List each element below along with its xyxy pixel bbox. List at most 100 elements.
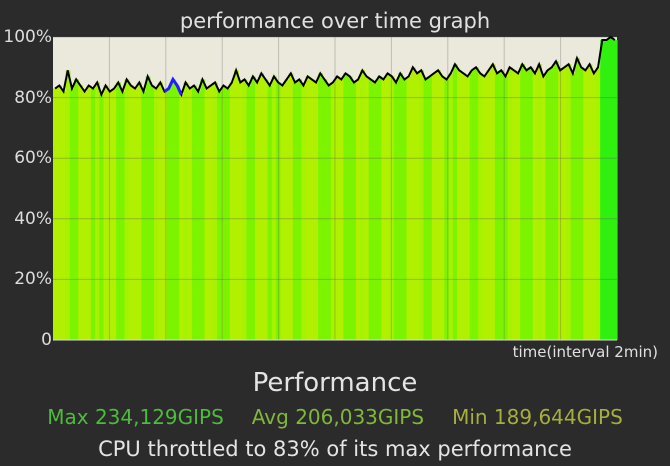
- bar: [175, 85, 180, 340]
- y-tick-label-80: 80%: [14, 87, 52, 108]
- bar: [242, 79, 248, 341]
- bar: [217, 91, 222, 340]
- bar: [440, 76, 446, 340]
- bar: [574, 58, 580, 341]
- chart-plot: [53, 35, 618, 341]
- y-tick-label-40: 40%: [14, 208, 52, 229]
- bar: [111, 88, 117, 340]
- bar: [313, 82, 319, 340]
- bar: [166, 88, 172, 340]
- bar: [280, 85, 286, 340]
- bar: [69, 88, 75, 340]
- bar: [200, 79, 206, 341]
- bar: [74, 79, 79, 341]
- bar: [436, 70, 441, 340]
- grid-lines: [53, 36, 617, 340]
- bar: [263, 79, 269, 341]
- bar: [608, 37, 614, 340]
- bar: [499, 70, 504, 340]
- bar: [587, 64, 593, 341]
- bar: [364, 76, 370, 340]
- bar: [524, 70, 530, 340]
- bar: [347, 76, 353, 340]
- bar: [372, 82, 378, 340]
- bar: [132, 88, 138, 340]
- bar: [196, 91, 201, 340]
- bar: [381, 79, 387, 341]
- bar: [385, 73, 391, 341]
- bar: [284, 79, 290, 341]
- bar: [414, 73, 420, 341]
- y-tick-label-60: 60%: [14, 148, 52, 169]
- bars-group: [53, 37, 618, 341]
- bar: [431, 73, 437, 341]
- bar: [154, 88, 159, 340]
- bar: [339, 79, 345, 341]
- bar: [179, 94, 185, 340]
- bar: [233, 70, 239, 340]
- bar: [423, 79, 429, 341]
- bar: [250, 76, 256, 340]
- bar: [490, 64, 496, 341]
- bar: [297, 79, 302, 341]
- bar: [595, 67, 601, 341]
- bar: [377, 76, 382, 340]
- bar: [537, 64, 542, 341]
- bar: [360, 70, 366, 340]
- bar: [99, 94, 105, 340]
- bar: [128, 85, 134, 340]
- bar: [469, 70, 475, 340]
- bar: [515, 73, 521, 341]
- bar: [406, 76, 412, 340]
- bar: [95, 82, 100, 340]
- bar: [558, 70, 563, 340]
- bar: [57, 85, 63, 340]
- bar: [494, 73, 500, 341]
- bar: [309, 79, 315, 341]
- bar: [276, 82, 281, 340]
- bar: [503, 76, 509, 340]
- bar: [267, 85, 273, 340]
- bar: [402, 79, 408, 341]
- bar: [579, 67, 584, 341]
- bar: [82, 91, 88, 340]
- bar: [562, 67, 568, 341]
- bar: [356, 79, 361, 341]
- bar: [204, 88, 210, 340]
- bar: [158, 82, 164, 340]
- bar: [465, 76, 471, 340]
- bar: [86, 85, 92, 340]
- bar: [427, 76, 433, 340]
- bar: [566, 64, 572, 341]
- bar: [90, 88, 96, 340]
- bar: [612, 40, 618, 340]
- bar: [591, 73, 597, 341]
- bar: [318, 73, 323, 341]
- stats-row: Max 234,129GIPS Avg 206,033GIPS Min 189,…: [0, 405, 670, 429]
- bar: [541, 76, 547, 340]
- bar: [393, 82, 399, 340]
- bar: [221, 85, 227, 340]
- line-marker: [163, 76, 183, 96]
- bar: [553, 61, 559, 341]
- bar: [187, 88, 193, 340]
- avg-stat: Avg 206,033GIPS: [251, 405, 425, 429]
- bar: [183, 82, 189, 340]
- bar: [255, 82, 260, 340]
- bar: [259, 73, 265, 341]
- y-tick-label-20: 20%: [14, 269, 52, 290]
- bar: [292, 82, 298, 340]
- bar: [448, 73, 454, 341]
- y-tick-label-0: 0: [41, 330, 52, 350]
- bar: [545, 70, 551, 340]
- bar: [141, 91, 147, 340]
- bar: [528, 67, 534, 341]
- bar: [486, 70, 492, 340]
- bar: [238, 82, 243, 340]
- bar: [520, 64, 525, 341]
- bar: [208, 85, 214, 340]
- bar: [78, 85, 84, 340]
- chart-title: performance over time graph: [179, 9, 491, 33]
- bar: [457, 70, 462, 340]
- bar: [65, 70, 71, 340]
